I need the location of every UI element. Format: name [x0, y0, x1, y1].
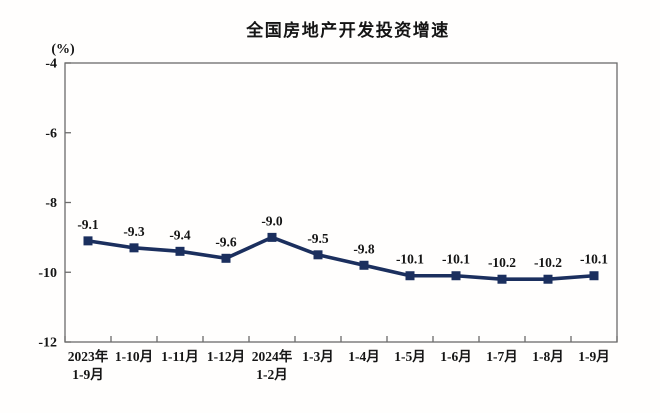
- y-axis-tick-label: -4: [45, 57, 57, 72]
- data-point-marker: [83, 236, 93, 246]
- y-axis-tick-label: -8: [45, 196, 57, 211]
- data-point-marker: [543, 274, 553, 284]
- data-point-marker: [589, 271, 599, 281]
- x-axis-category-label: 1-3月: [302, 349, 334, 364]
- x-axis-category-label: 1-9月: [578, 349, 610, 364]
- data-point-label: -9.5: [307, 231, 329, 246]
- plot-border: [64, 62, 618, 343]
- x-axis-category-label: 1-2月: [256, 367, 288, 382]
- data-point-label: -9.8: [353, 241, 375, 256]
- data-point-label: -9.0: [261, 213, 283, 228]
- x-axis-category-label: 1-7月: [486, 349, 518, 364]
- data-point-marker: [267, 232, 277, 242]
- data-point-marker: [405, 271, 415, 281]
- plot-area: -4 -6 -8 -10 -12 2023年 1-9月 1-10月 1-11月 1-12月 2024…: [38, 57, 618, 382]
- data-point-label: -10.1: [396, 252, 424, 267]
- data-point-marker: [221, 253, 231, 263]
- data-point-label: -9.1: [77, 217, 99, 232]
- x-axis-category-label: 1-10月: [115, 349, 153, 364]
- y-axis-tick-label: -12: [38, 336, 57, 351]
- data-point-label: -10.1: [580, 252, 608, 267]
- x-axis-category-label: 2023年: [68, 348, 109, 364]
- x-axis-category-label: 1-11月: [161, 349, 199, 364]
- data-point-marker: [313, 250, 323, 260]
- y-axis-tick-label: -10: [38, 266, 57, 281]
- data-point-marker: [129, 243, 139, 253]
- x-axis-category-label: 1-9月: [72, 367, 104, 382]
- data-point-marker: [451, 271, 461, 281]
- x-axis-category-label: 1-8月: [532, 349, 564, 364]
- data-point-label: -9.6: [215, 234, 237, 249]
- x-axis-category-label: 2024年: [252, 348, 293, 364]
- x-axis-category-label: 1-12月: [207, 349, 245, 364]
- data-point-label: -10.2: [488, 255, 516, 270]
- x-axis-category-label: 1-4月: [348, 349, 380, 364]
- x-axis-category-label: 1-6月: [440, 349, 472, 364]
- series-line: [87, 235, 595, 282]
- data-point-label: -10.1: [442, 252, 470, 267]
- y-axis-tick-label: -6: [45, 126, 57, 141]
- data-point-marker: [497, 274, 507, 284]
- data-point-label: -9.3: [123, 224, 145, 239]
- data-point-marker: [359, 260, 369, 270]
- data-point-label: -9.4: [169, 227, 191, 242]
- data-point-marker: [175, 246, 185, 256]
- x-axis-category-label: 1-5月: [394, 349, 426, 364]
- chart-title: 全国房地产开发投资增速: [245, 20, 450, 40]
- data-point-label: -10.2: [534, 255, 562, 270]
- y-axis-unit-label: (%): [51, 42, 75, 57]
